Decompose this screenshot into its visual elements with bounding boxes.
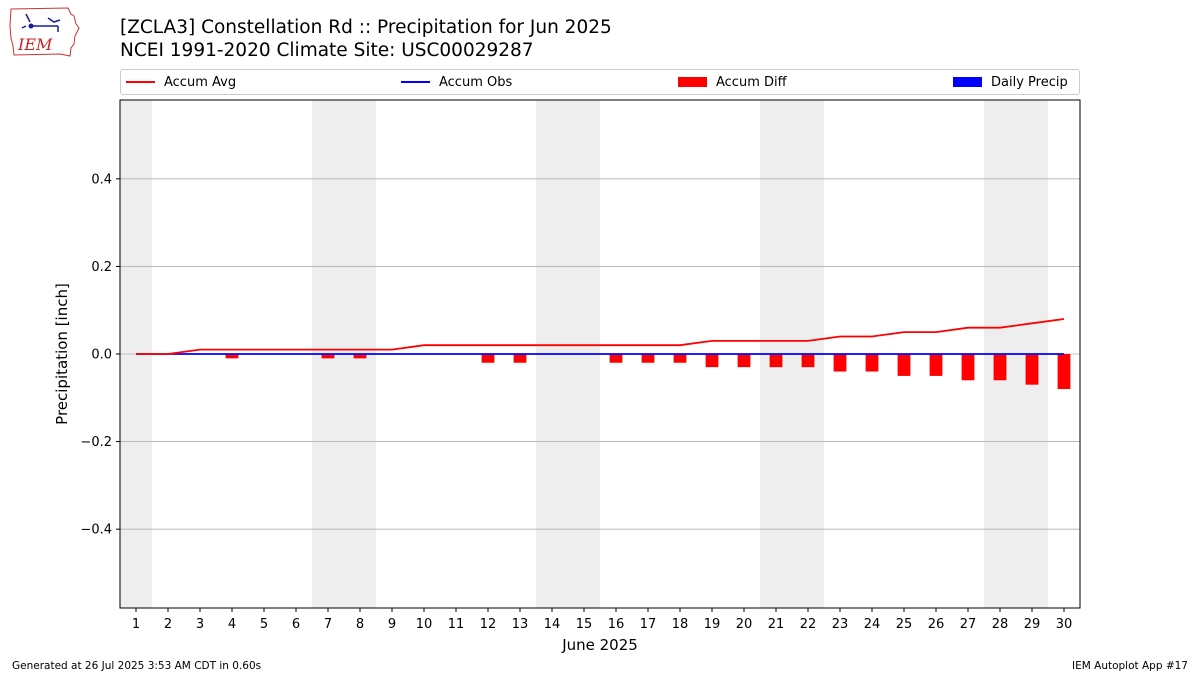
x-tick-label: 7: [324, 617, 332, 632]
series-lines: [136, 318, 1065, 355]
x-tick-label: 28: [992, 617, 1009, 632]
iem-iowa-logo-icon: IEM: [9, 7, 80, 57]
x-tick-label: 11: [448, 617, 465, 632]
legend-item-daily-precip: Daily Precip: [953, 70, 1068, 94]
x-tick-label: 17: [640, 617, 657, 632]
legend-swatch-accum-obs: [401, 81, 430, 83]
y-axis-ticks: −0.4 −0.2 0.0 0.2 0.4: [80, 172, 120, 538]
y-tick-label: −0.4: [80, 523, 112, 538]
accum-diff-bar: [225, 354, 239, 359]
x-tick-label: 16: [608, 617, 625, 632]
legend-swatch-accum-diff: [678, 77, 707, 87]
x-tick-label: 30: [1056, 617, 1073, 632]
accum-diff-bar: [865, 354, 879, 372]
x-tick-label: 13: [512, 617, 529, 632]
x-tick-label: 23: [832, 617, 849, 632]
legend-item-accum-obs: Accum Obs: [401, 70, 512, 94]
accum-diff-bar: [801, 354, 815, 368]
x-tick-label: 6: [292, 617, 300, 632]
x-tick-label: 4: [228, 617, 236, 632]
accum-diff-bar: [321, 354, 335, 359]
x-tick-label: 21: [768, 617, 785, 632]
legend-item-accum-diff: Accum Diff: [678, 70, 787, 94]
accum-diff-bar: [993, 354, 1007, 381]
y-tick-label: 0.2: [91, 260, 112, 275]
x-tick-label: 3: [196, 617, 204, 632]
x-tick-label: 14: [544, 617, 561, 632]
legend-swatch-daily-precip: [953, 77, 982, 87]
x-tick-label: 27: [960, 617, 977, 632]
x-tick-label: 29: [1024, 617, 1041, 632]
y-axis-label: Precipitation [inch]: [53, 283, 71, 425]
app-credit: IEM Autoplot App #17: [1072, 660, 1188, 672]
accum-diff-bar: [705, 354, 719, 368]
y-tick-label: 0.0: [91, 348, 112, 363]
chart-subtitle: NCEI 1991-2020 Climate Site: USC00029287: [120, 40, 534, 61]
x-tick-label: 22: [800, 617, 817, 632]
x-tick-label: 9: [388, 617, 396, 632]
x-tick-label: 24: [864, 617, 881, 632]
x-tick-label: 25: [896, 617, 913, 632]
x-axis-label: June 2025: [561, 636, 638, 654]
accum-diff-bar: [833, 354, 847, 372]
accum-diff-bar: [481, 354, 495, 363]
x-tick-label: 5: [260, 617, 268, 632]
accum-diff-bar: [737, 354, 751, 368]
x-tick-label: 20: [736, 617, 753, 632]
accum-diff-bar: [929, 354, 943, 376]
x-tick-label: 26: [928, 617, 945, 632]
accum-diff-bar: [353, 354, 367, 359]
x-tick-label: 2: [164, 617, 172, 632]
accum-diff-bar: [1025, 354, 1039, 385]
x-tick-label: 18: [672, 617, 689, 632]
legend-label-daily-precip: Daily Precip: [991, 74, 1068, 90]
x-tick-label: 12: [480, 617, 497, 632]
x-axis-ticks: 1 2 3 4 5 6 7 8 9 10 11 12 13 14 15 16 17 18 19 20 21 22 23 24 2…: [132, 608, 1072, 632]
x-tick-label: 15: [576, 617, 593, 632]
legend-label-accum-obs: Accum Obs: [439, 74, 513, 90]
accum-diff-bar: [897, 354, 911, 376]
chart-legend: Accum Avg Accum Obs Accum Diff Daily Pre…: [120, 69, 1080, 95]
accum-diff-bar: [769, 354, 783, 368]
x-tick-label: 1: [132, 617, 140, 632]
x-tick-label: 8: [356, 617, 364, 632]
legend-label-accum-avg: Accum Avg: [164, 74, 237, 90]
diff-bars: [225, 354, 1071, 390]
x-tick-label: 19: [704, 617, 721, 632]
accum-diff-bar: [1057, 354, 1071, 390]
generated-timestamp: Generated at 26 Jul 2025 3:53 AM CDT in …: [12, 660, 262, 672]
accum-avg-line: [136, 318, 1065, 355]
accum-diff-bar: [673, 354, 687, 363]
logo-text: IEM: [17, 35, 53, 54]
legend-item-accum-avg: Accum Avg: [126, 70, 236, 94]
x-tick-label: 10: [416, 617, 433, 632]
accum-diff-bar: [641, 354, 655, 363]
y-tick-label: −0.2: [80, 435, 112, 450]
chart-title: [ZCLA3] Constellation Rd :: Precipitatio…: [120, 17, 612, 38]
accum-diff-bar: [609, 354, 623, 363]
legend-label-accum-diff: Accum Diff: [716, 74, 787, 90]
accum-diff-bar: [513, 354, 527, 363]
accum-diff-bar: [961, 354, 975, 381]
y-tick-label: 0.4: [91, 172, 112, 187]
legend-swatch-accum-avg: [126, 81, 155, 83]
